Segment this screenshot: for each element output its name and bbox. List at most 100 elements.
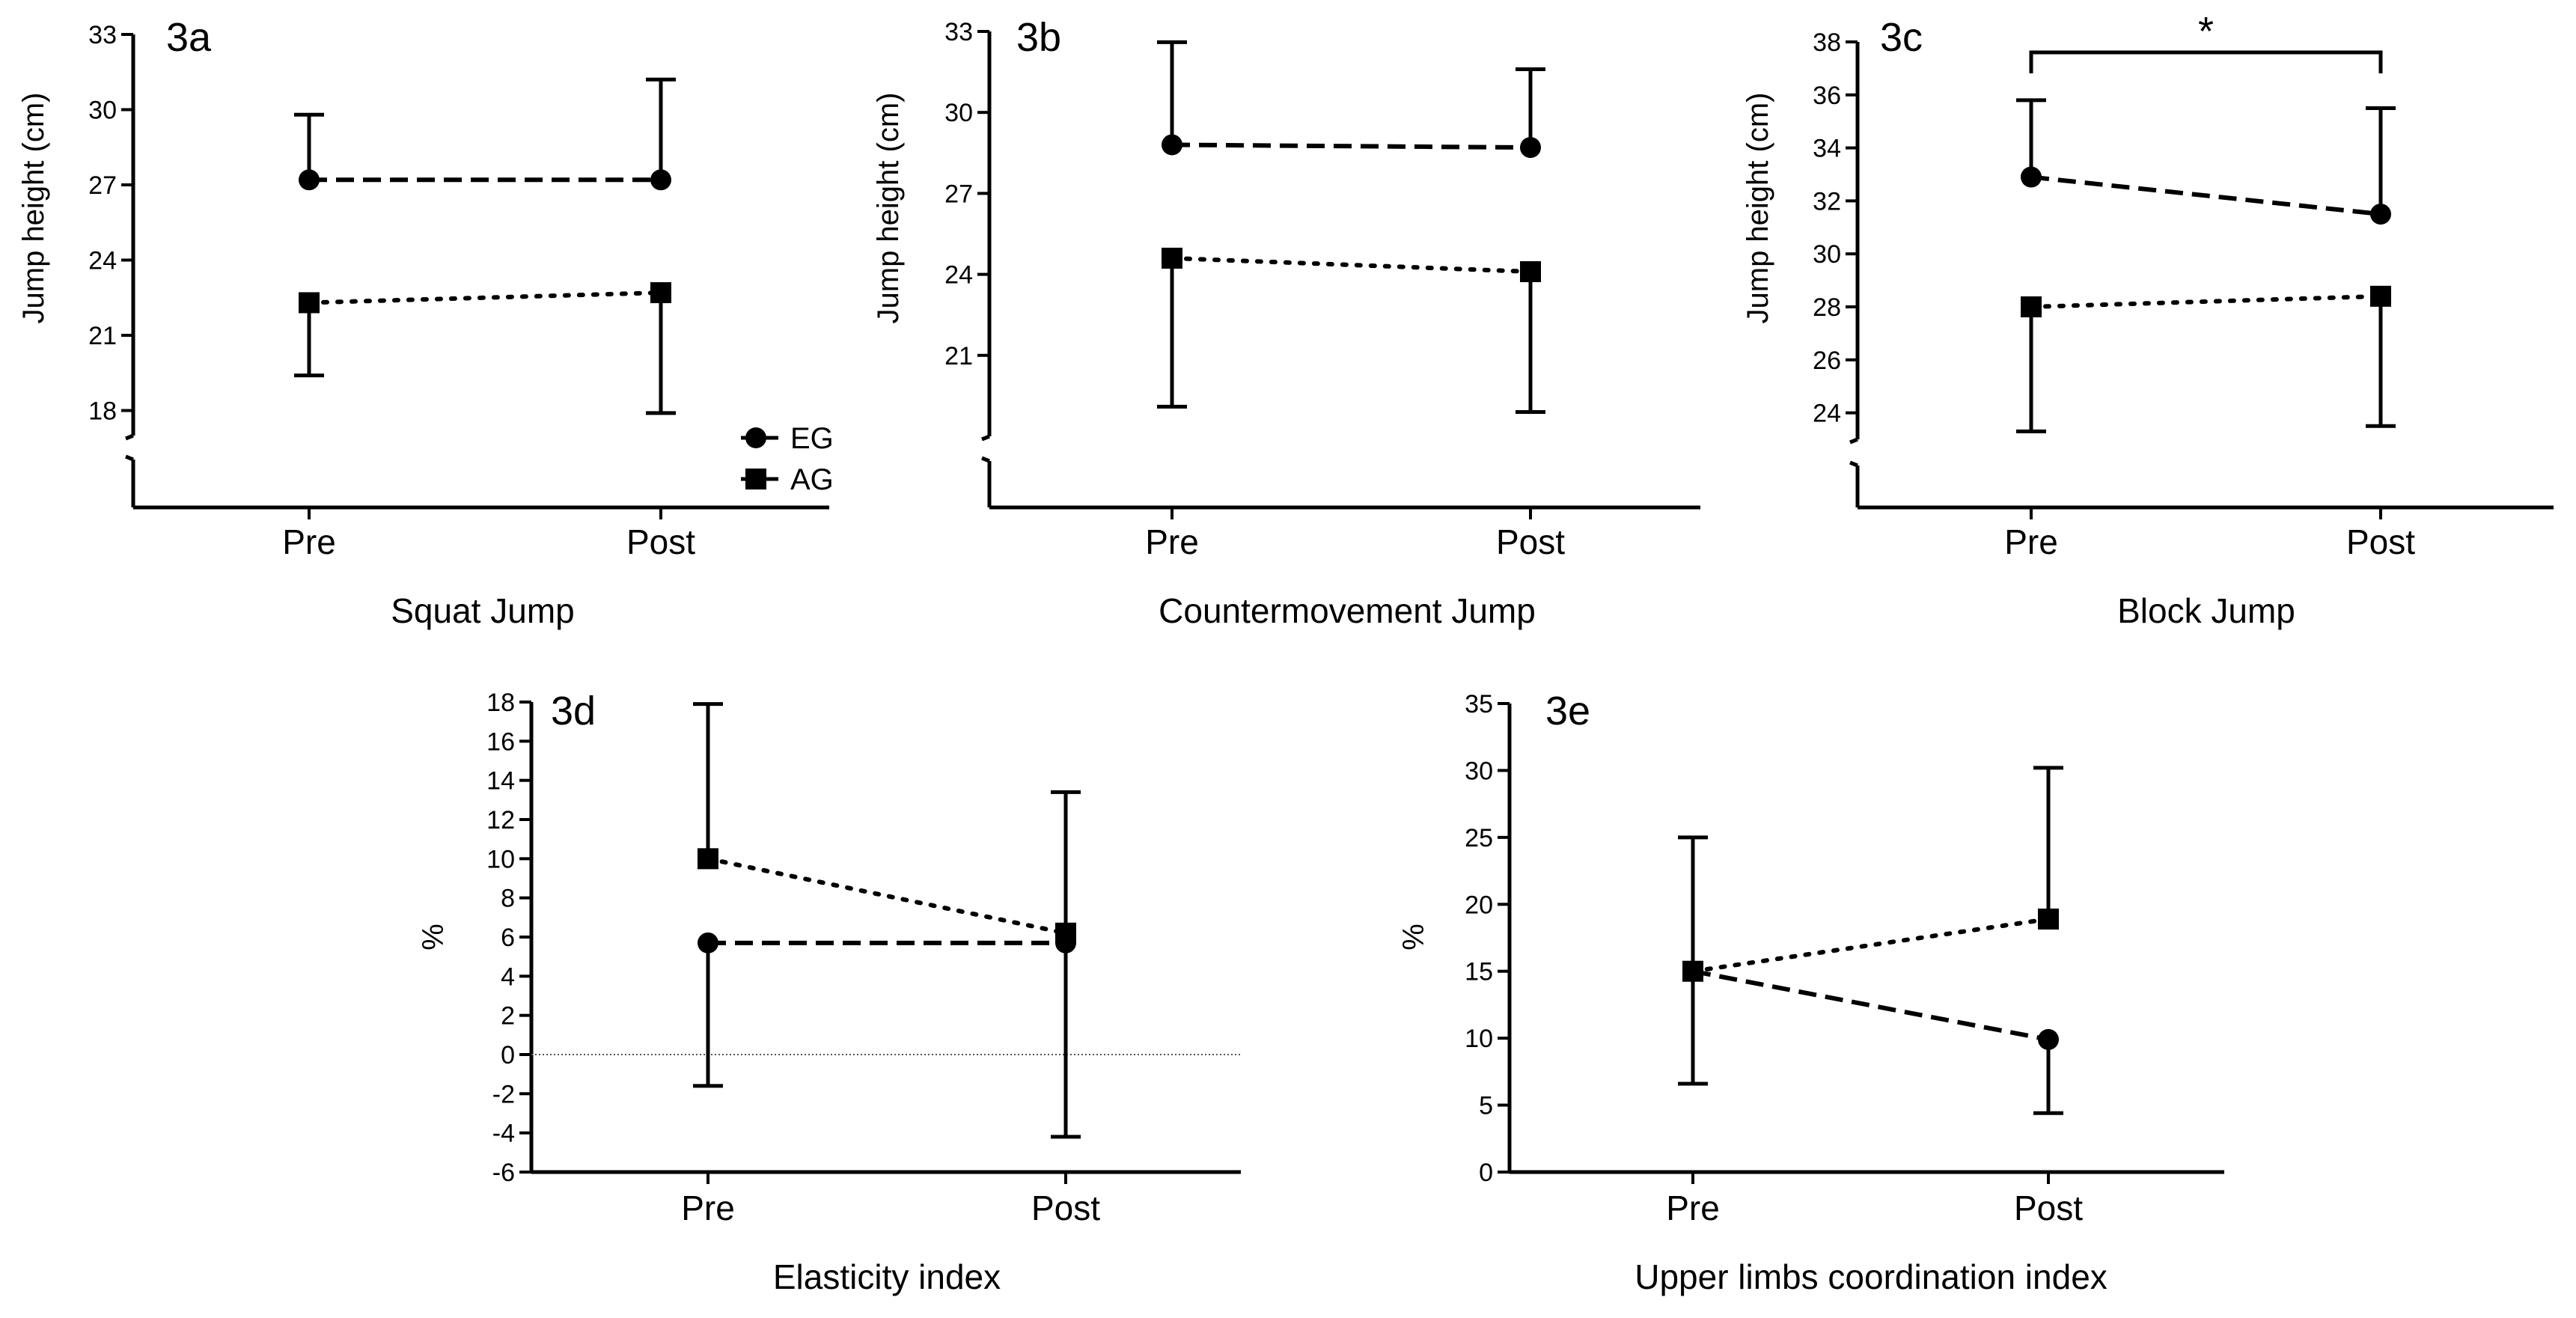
data-point (2370, 204, 2391, 225)
y-tick-label: 20 (1465, 891, 1493, 919)
x-tick-label: Pre (2004, 522, 2058, 561)
legend-marker (745, 469, 766, 489)
panel-3c: 24 26 28 30 32 34 36 38 Pre Post * 3c Jump height (c… (1742, 9, 2554, 630)
y-tick-label: 16 (486, 727, 515, 756)
x-tick-label: Pre (282, 522, 336, 561)
y-tick-label: 0 (501, 1041, 515, 1070)
y-tick-label: 36 (1813, 82, 1841, 110)
data-point (2021, 296, 2042, 317)
x-tick-label: Post (2014, 1189, 2083, 1227)
legend-label: AG (790, 463, 834, 496)
series-line (2029, 293, 2383, 309)
data-point (299, 169, 320, 191)
data-point (1055, 922, 1076, 944)
y-tick-label: 12 (486, 806, 515, 835)
data-point (650, 282, 671, 304)
data-point (299, 292, 320, 314)
axis-break-mark (1849, 460, 1858, 468)
x-axis-title: Squat Jump (391, 591, 574, 630)
x-tick-label: Post (1031, 1189, 1100, 1227)
y-tick-label: 30 (88, 97, 117, 125)
axis-break-mark (981, 434, 990, 442)
y-tick-label: 0 (1479, 1159, 1493, 1187)
data-point (1162, 134, 1182, 156)
axis-break-mark (981, 456, 990, 463)
y-tick-label: 26 (1813, 347, 1841, 375)
y-tick-label: 34 (1813, 135, 1841, 163)
data-point (650, 169, 671, 191)
series-line (1691, 916, 2051, 974)
series-AG (1157, 247, 1545, 415)
series-AG (1678, 766, 2063, 982)
y-tick-label: -2 (492, 1080, 515, 1108)
data-point (2038, 1028, 2059, 1050)
data-point (1520, 260, 1541, 282)
y-tick-label: 18 (88, 397, 117, 426)
series-EG (1678, 960, 2063, 1115)
panel-3a: 18 21 24 27 30 33 Pre Post 3a Jump height (cm) Squ… (17, 15, 834, 630)
legend-label: EG (790, 422, 834, 455)
y-tick-label: 30 (1465, 757, 1493, 785)
y-axis-label: Jump height (cm) (1742, 93, 1774, 324)
series-EG (2016, 98, 2396, 225)
data-point (698, 848, 718, 870)
y-tick-label: 33 (88, 21, 117, 49)
y-tick-label: 4 (501, 962, 515, 991)
panel-3d: -6 -4 -2 0 2 4 6 8 10 12 14 16 18 Pre Post 3d% Elasticit… (417, 689, 1241, 1296)
y-tick-label: 8 (501, 885, 515, 913)
y-tick-label: 24 (88, 247, 117, 275)
data-point (1520, 137, 1541, 159)
x-axis-title: Block Jump (2117, 591, 2295, 630)
x-tick-label: Pre (1145, 522, 1199, 561)
data-point (1682, 960, 1703, 982)
x-tick-label: Post (2346, 522, 2415, 561)
series-EG (1157, 40, 1545, 159)
axis-break-mark (1849, 437, 1858, 445)
y-tick-label: 27 (944, 180, 973, 208)
y-tick-label: 35 (1465, 690, 1493, 719)
x-axis-title: Upper limbs coordination index (1635, 1257, 2108, 1296)
x-axis-title: Elasticity index (773, 1257, 1001, 1296)
panel-label: 3d (551, 689, 596, 733)
panel-label: 3b (1016, 15, 1061, 60)
panel-label: 3e (1545, 689, 1590, 733)
y-tick-label: -6 (492, 1159, 515, 1187)
series-line (1692, 968, 2049, 1042)
y-axis-label: Jump height (cm) (17, 93, 50, 324)
y-tick-label: 32 (1813, 187, 1841, 216)
axis-break-mark (125, 454, 134, 462)
panel-3b: 21 24 27 30 33 Pre Post 3b Jump height (cm) Count… (872, 15, 1700, 630)
series-line (307, 290, 663, 305)
y-tick-label: 30 (944, 99, 973, 127)
series-line (2030, 174, 2381, 217)
y-tick-label: 24 (1813, 400, 1841, 428)
series-line (1171, 142, 1531, 150)
y-tick-label: 21 (944, 342, 973, 370)
x-tick-label: Pre (1666, 1189, 1720, 1227)
y-tick-label: 27 (88, 171, 117, 200)
y-tick-label: 6 (501, 924, 515, 952)
significance-marker: * (2198, 9, 2214, 54)
data-point (2021, 166, 2042, 188)
y-tick-label: 25 (1465, 824, 1493, 852)
x-tick-label: Post (626, 522, 695, 561)
data-point (698, 932, 718, 954)
panel-label: 3a (166, 15, 212, 60)
y-tick-label: 5 (1479, 1092, 1493, 1120)
series-line (1170, 255, 1533, 274)
series-line (706, 856, 1068, 936)
legend-marker (745, 427, 766, 448)
series-AG (294, 282, 676, 415)
y-tick-label: 2 (501, 1002, 515, 1031)
y-tick-label: 14 (486, 767, 515, 796)
x-axis-title: Countermovement Jump (1159, 591, 1536, 630)
significance-bracket (2029, 50, 2383, 73)
y-tick-label: 21 (88, 322, 117, 350)
y-tick-label: 15 (1465, 958, 1493, 986)
x-tick-label: Post (1496, 522, 1565, 561)
y-axis-label: % (1397, 924, 1430, 951)
y-tick-label: 18 (486, 689, 515, 717)
y-tick-label: 38 (1813, 28, 1841, 57)
legend: EG AG (741, 422, 834, 496)
y-tick-label: 30 (1813, 240, 1841, 269)
